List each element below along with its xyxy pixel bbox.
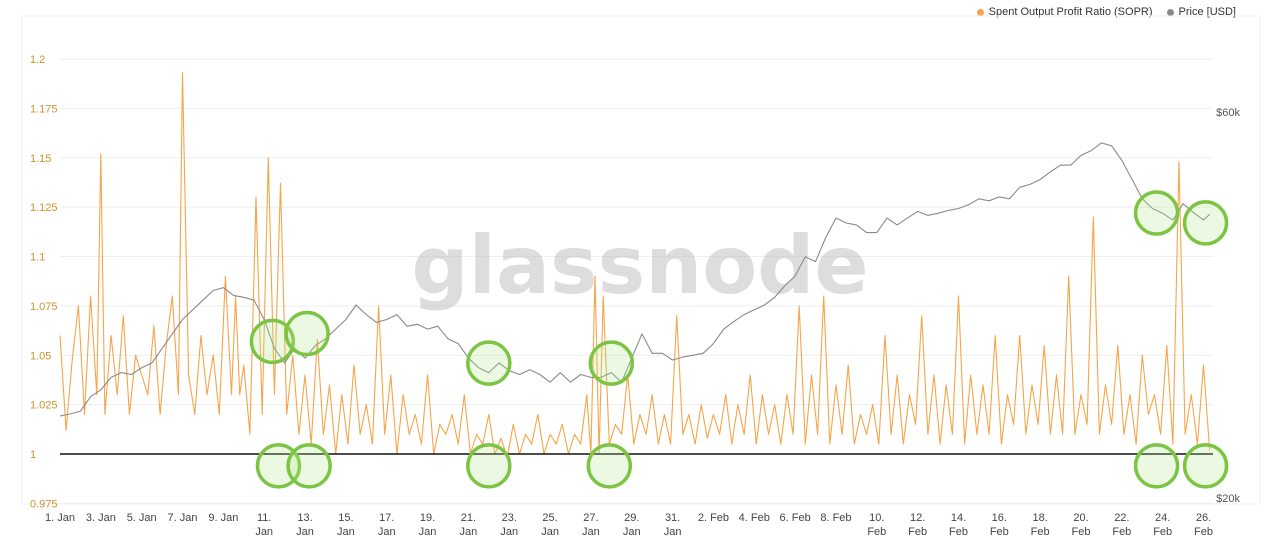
x-tick-0: 1. Jan (45, 512, 75, 524)
highlight-circle-0 (249, 318, 296, 365)
x-tick-21-line2: Feb (908, 526, 927, 538)
x-tick-20-line2: Feb (867, 526, 886, 538)
x-tick-23: 16. (992, 512, 1007, 524)
x-tick-27-line2: Feb (1153, 526, 1172, 538)
legend-item-price[interactable]: Price [USD] (1166, 6, 1236, 18)
y-left-tick-6: 1.125 (30, 202, 58, 214)
x-tick-26-line2: Feb (1112, 526, 1131, 538)
highlight-circle-3 (286, 443, 332, 489)
legend-item-sopr[interactable]: Spent Output Profit Ratio (SOPR) (976, 6, 1153, 18)
x-tick-22: 14. (951, 512, 966, 524)
x-tick-4: 9. Jan (208, 512, 238, 524)
y-left-tick-3: 1.05 (30, 350, 51, 362)
plot-frame (21, 15, 1261, 505)
x-axis: 1. Jan 3. Jan 5. Jan 7. Jan 9. Jan 11. Jan 13. J… (45, 512, 1213, 538)
x-tick-5-line2: Jan (255, 526, 273, 538)
x-tick-15: 31. (665, 512, 680, 524)
x-tick-20: 10. (869, 512, 884, 524)
x-tick-6: 13. (297, 512, 312, 524)
x-tick-3: 7. Jan (168, 512, 198, 524)
x-tick-25: 20. (1073, 512, 1088, 524)
y-right-tick-0: $20k (1216, 493, 1240, 505)
x-tick-18: 6. Feb (780, 512, 811, 524)
legend: Spent Output Profit Ratio (SOPR) Price [… (976, 6, 1236, 18)
series-line-price (59, 142, 1210, 417)
highlight-circle-4 (466, 340, 512, 386)
highlight-layer (249, 190, 1229, 489)
y-left-tick-2: 1.025 (30, 400, 58, 412)
x-tick-16: 2. Feb (698, 512, 729, 524)
x-tick-6-line2: Jan (296, 526, 314, 538)
x-tick-17: 4. Feb (739, 512, 770, 524)
watermark-text: glassnode (411, 219, 868, 312)
legend-dot-sopr (976, 8, 984, 16)
x-tick-25-line2: Feb (1072, 526, 1091, 538)
x-tick-15-line2: Jan (664, 526, 682, 538)
x-tick-13: 27. (583, 512, 598, 524)
x-tick-24-line2: Feb (1031, 526, 1050, 538)
y-axis-left: 0.975 1 1.025 1.05 1.075 1.1 1.125 1.15 1.175 1.2 (30, 54, 58, 510)
highlight-circle-5 (466, 443, 512, 489)
y-left-tick-4: 1.075 (30, 301, 58, 313)
x-tick-11: 23. (502, 512, 517, 524)
highlight-circle-9 (1133, 443, 1180, 489)
highlight-circle-7 (586, 443, 633, 489)
x-tick-8: 17. (379, 512, 394, 524)
x-tick-7-line2: Jan (337, 526, 355, 538)
x-tick-21: 12. (910, 512, 925, 524)
x-tick-13-line2: Jan (582, 526, 600, 538)
x-tick-5: 11. (257, 512, 271, 524)
legend-label-sopr: Spent Output Profit Ratio (SOPR) (988, 6, 1153, 18)
y-left-tick-5: 1.1 (30, 252, 45, 264)
x-tick-8-line2: Jan (378, 526, 396, 538)
x-tick-22-line2: Feb (949, 526, 968, 538)
x-tick-14-line2: Jan (623, 526, 641, 538)
highlight-circle-10 (1182, 200, 1229, 246)
x-tick-14: 29. (624, 512, 639, 524)
price-layer (59, 142, 1210, 417)
y-left-tick-1: 1 (30, 449, 36, 461)
x-tick-10: 21. (461, 512, 476, 524)
x-tick-9-line2: Jan (419, 526, 437, 538)
x-tick-28: 26. (1196, 512, 1211, 524)
x-tick-1: 3. Jan (86, 512, 116, 524)
x-tick-2: 5. Jan (127, 512, 157, 524)
x-tick-7: 15. (338, 512, 353, 524)
y-left-tick-7: 1.15 (30, 153, 51, 165)
x-tick-26: 22. (1114, 512, 1129, 524)
highlight-circle-11 (1182, 443, 1229, 489)
grid-layer (60, 58, 1213, 504)
x-tick-19: 8. Feb (820, 512, 851, 524)
y-left-tick-9: 1.2 (30, 54, 45, 66)
y-left-tick-0: 0.975 (30, 498, 58, 510)
x-tick-9: 19. (420, 512, 435, 524)
y-axis-right: $20k $60k (1216, 107, 1240, 505)
legend-label-price: Price [USD] (1178, 6, 1236, 18)
x-tick-10-line2: Jan (460, 526, 478, 538)
x-tick-28-line2: Feb (1194, 526, 1213, 538)
highlight-circle-8 (1133, 190, 1180, 236)
y-left-tick-8: 1.175 (30, 103, 58, 115)
legend-dot-price (1166, 8, 1174, 16)
sopr-layer (59, 72, 1211, 459)
x-tick-23-line2: Feb (990, 526, 1009, 538)
x-tick-24: 18. (1033, 512, 1048, 524)
x-tick-27: 24. (1155, 512, 1170, 524)
series-line-sopr (59, 72, 1211, 459)
highlight-circle-2 (284, 310, 330, 357)
y-right-tick-1: $60k (1216, 107, 1240, 119)
x-tick-12-line2: Jan (541, 526, 559, 538)
highlight-circle-6 (588, 340, 635, 386)
x-tick-11-line2: Jan (500, 526, 518, 538)
x-tick-12: 25. (542, 512, 557, 524)
